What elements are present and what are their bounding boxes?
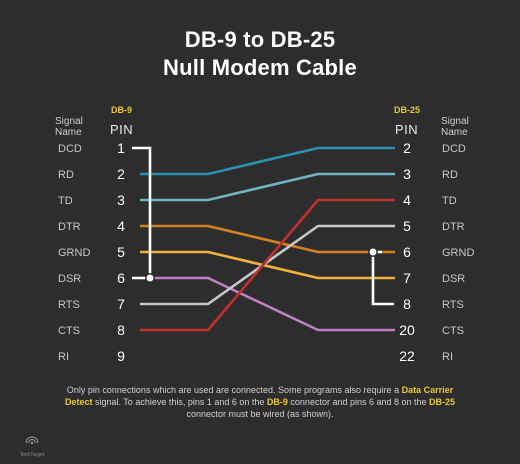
- right-pin-20: 20: [399, 322, 415, 338]
- left-pin-header: PIN: [110, 122, 134, 137]
- left-pin-6: 6: [117, 270, 125, 286]
- right-pin-4: 4: [403, 192, 411, 208]
- right-signal-rd: RD: [442, 169, 458, 181]
- right-signal-header-line-1: Signal: [441, 116, 469, 127]
- left-pin-8: 8: [117, 322, 125, 338]
- techtarget-logo: TechTarget: [14, 434, 50, 458]
- left-pin-3: 3: [117, 192, 125, 208]
- right-pin-3: 3: [403, 166, 411, 182]
- footnote-text-3: connector and pins 6 and 8 on the: [287, 397, 430, 407]
- left-signal-header-line-1: Signal: [55, 116, 83, 127]
- left-pin-7: 7: [117, 296, 125, 312]
- jumper-db-9-pins-1-6: [132, 146, 152, 280]
- wire-2-to-2: [140, 146, 395, 176]
- left-signal-ri: RI: [58, 351, 69, 363]
- right-signal-dtr: DTR: [442, 221, 465, 233]
- jumper-dot-db-25: [368, 247, 378, 257]
- right-pin-5: 5: [403, 218, 411, 234]
- jumper-dot-db-9: [145, 273, 155, 283]
- footnote: Only pin connections which are used are …: [60, 384, 460, 420]
- wire-5-to-7: [140, 250, 395, 280]
- footnote-highlight-dcd: Data Carrier Detect: [64, 385, 454, 407]
- left-signal-td: TD: [58, 195, 73, 207]
- right-pin-8: 8: [403, 296, 411, 312]
- right-signal-grnd: GRND: [442, 247, 474, 259]
- left-signal-dtr: DTR: [58, 221, 81, 233]
- left-signal-dcd: DCD: [58, 143, 82, 155]
- right-pin-7: 7: [403, 270, 411, 286]
- techtarget-logo-icon: [25, 436, 39, 445]
- right-signal-ri: RI: [442, 351, 453, 363]
- left-signal-rd: RD: [58, 169, 74, 181]
- wire-8-to-4: [140, 198, 395, 332]
- left-pin-4: 4: [117, 218, 125, 234]
- left-signal-header-line-2: Name: [55, 127, 82, 138]
- right-signal-cts: CTS: [442, 325, 464, 337]
- left-connector-label: DB-9: [111, 105, 133, 115]
- left-signal-rts: RTS: [58, 299, 80, 311]
- right-signal-rts: RTS: [442, 299, 464, 311]
- footnote-highlight-db25: DB-25: [429, 397, 456, 407]
- right-pin-6: 6: [403, 244, 411, 260]
- title-line-1: DB-9 to DB-25: [184, 27, 336, 52]
- title-line-2: Null Modem Cable: [163, 55, 357, 80]
- wire-4-to-6: [140, 224, 395, 254]
- right-pin-2: 2: [403, 140, 411, 156]
- right-signal-name-header: Signal Name: [441, 116, 469, 138]
- right-signal-dcd: DCD: [442, 143, 466, 155]
- left-signal-cts: CTS: [58, 325, 80, 337]
- techtarget-logo-text: TechTarget: [19, 452, 45, 458]
- right-signal-dsr: DSR: [442, 273, 465, 285]
- footnote-text-2: signal. To achieve this, pins 1 and 6 on…: [92, 397, 267, 407]
- right-signal-td: TD: [442, 195, 457, 207]
- footnote-text-1: Only pin connections which are used are …: [66, 385, 402, 395]
- left-signal-grnd: GRND: [58, 247, 90, 259]
- footnote-highlight-db9: DB-9: [266, 397, 288, 407]
- wire-6-to-20: [140, 276, 395, 332]
- left-signal-name-header: Signal Name: [55, 116, 83, 138]
- wire-3-to-3: [140, 172, 395, 202]
- left-pin-2: 2: [117, 166, 125, 182]
- left-pin-9: 9: [117, 348, 125, 364]
- right-pin-header: PIN: [395, 122, 419, 137]
- footnote-text-4: connector must be wired (as shown).: [186, 409, 334, 419]
- left-pin-5: 5: [117, 244, 125, 260]
- left-pin-1: 1: [117, 140, 125, 156]
- right-pin-22: 22: [399, 348, 415, 364]
- right-connector-label: DB-25: [394, 105, 421, 115]
- left-signal-dsr: DSR: [58, 273, 81, 285]
- right-signal-header-line-2: Name: [441, 127, 468, 138]
